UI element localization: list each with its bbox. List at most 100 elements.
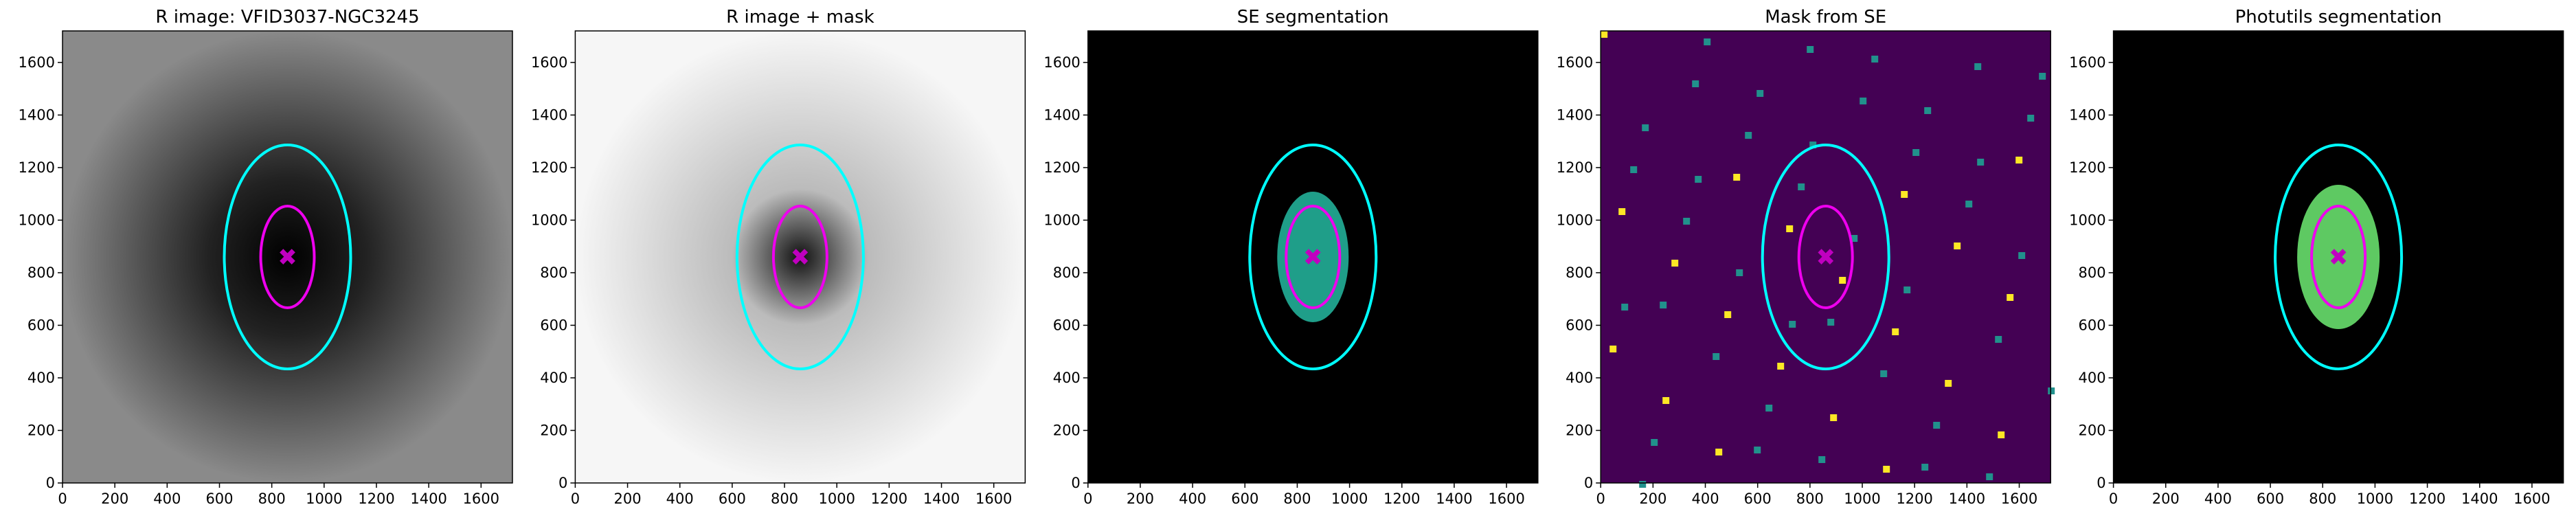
x-tick-label: 1200 bbox=[2409, 491, 2445, 507]
center-marker: ✖ bbox=[1303, 244, 1323, 271]
x-tick-label: 1600 bbox=[2001, 491, 2037, 507]
y-tick-label: 400 bbox=[27, 370, 55, 386]
x-tick-label: 600 bbox=[719, 491, 746, 507]
mask-blob bbox=[1630, 166, 1638, 173]
y-tick-label: 0 bbox=[46, 475, 55, 491]
mask-blob bbox=[1809, 142, 1817, 148]
mask-blob bbox=[1651, 439, 1658, 446]
y-tick-label: 600 bbox=[1053, 317, 1081, 333]
y-tick-label: 800 bbox=[27, 264, 55, 281]
mask-blob bbox=[2007, 294, 2014, 301]
mask-blob bbox=[1683, 218, 1691, 225]
x-tick-label: 200 bbox=[101, 491, 128, 507]
y-tick-label: 1400 bbox=[2069, 106, 2105, 123]
x-tick-label: 1000 bbox=[818, 491, 855, 507]
x-tick-label: 1400 bbox=[410, 491, 447, 507]
outer-ellipse bbox=[2274, 144, 2404, 370]
y-tick-label: 200 bbox=[1053, 422, 1081, 438]
x-tick-label: 400 bbox=[153, 491, 181, 507]
y-tick-label: 200 bbox=[2079, 422, 2106, 438]
panel-title: R image + mask bbox=[726, 7, 874, 27]
axes-frame bbox=[62, 30, 513, 484]
mask-blob bbox=[1880, 370, 1888, 377]
y-tick-label: 1200 bbox=[1043, 159, 1080, 176]
mask-blob bbox=[1639, 481, 1647, 488]
mask-blob bbox=[1715, 449, 1723, 455]
y-tick-label: 1200 bbox=[531, 159, 567, 176]
y-tick-label: 200 bbox=[540, 422, 567, 438]
axes-frame bbox=[574, 30, 1026, 484]
mask-blob bbox=[1765, 405, 1773, 412]
mask-blob bbox=[1745, 132, 1752, 139]
mask-blob bbox=[1660, 302, 1667, 308]
image-panel bbox=[1601, 31, 2051, 483]
y-tick-label: 0 bbox=[2097, 475, 2105, 491]
axes-frame bbox=[1600, 30, 2051, 484]
mask-blob bbox=[1954, 243, 1961, 249]
x-tick-label: 0 bbox=[571, 491, 580, 507]
mask-blob bbox=[1733, 174, 1741, 181]
mask-blob bbox=[1871, 56, 1879, 63]
mask-blob bbox=[2015, 157, 2023, 164]
image-panel bbox=[575, 31, 1026, 483]
mask-blob bbox=[1998, 431, 2005, 438]
x-tick-label: 1000 bbox=[1331, 491, 1368, 507]
center-marker: ✖ bbox=[791, 244, 811, 271]
x-tick-label: 1400 bbox=[1949, 491, 1985, 507]
outer-ellipse bbox=[735, 144, 865, 370]
x-tick-label: 200 bbox=[1639, 491, 1667, 507]
mask-blob bbox=[1965, 201, 1973, 207]
x-tick-label: 200 bbox=[1127, 491, 1154, 507]
y-tick-label: 600 bbox=[2079, 317, 2106, 333]
x-tick-label: 1200 bbox=[358, 491, 394, 507]
y-tick-label: 1000 bbox=[2069, 212, 2105, 228]
mask-blob bbox=[1695, 176, 1702, 183]
y-tick-label: 0 bbox=[1071, 475, 1080, 491]
y-tick-label: 1000 bbox=[1557, 212, 1593, 228]
x-tick-label: 600 bbox=[2257, 491, 2284, 507]
x-tick-label: 800 bbox=[1796, 491, 1824, 507]
inner-ellipse bbox=[1797, 205, 1854, 309]
mask-blob bbox=[1924, 107, 1932, 114]
y-tick-label: 200 bbox=[27, 422, 55, 438]
x-tick-label: 1400 bbox=[1436, 491, 1472, 507]
y-tick-label: 1600 bbox=[1043, 54, 1080, 71]
segment bbox=[1277, 192, 1349, 322]
outer-ellipse bbox=[1248, 144, 1378, 370]
mask-blob bbox=[1912, 149, 1920, 156]
inner-ellipse bbox=[2310, 205, 2367, 309]
x-tick-label: 0 bbox=[2109, 491, 2118, 507]
mask-blob bbox=[1713, 353, 1720, 360]
x-tick-label: 0 bbox=[1596, 491, 1605, 507]
y-tick-label: 400 bbox=[540, 370, 567, 386]
y-tick-label: 1600 bbox=[1557, 54, 1593, 71]
y-tick-label: 1000 bbox=[531, 212, 567, 228]
mask-blob bbox=[1921, 464, 1929, 471]
x-tick-label: 400 bbox=[1179, 491, 1206, 507]
y-tick-label: 800 bbox=[540, 264, 567, 281]
mask-blob bbox=[1933, 422, 1941, 429]
inner-ellipse bbox=[1285, 205, 1342, 309]
y-tick-label: 800 bbox=[1053, 264, 1081, 281]
x-tick-label: 800 bbox=[771, 491, 798, 507]
mask-blob bbox=[2048, 387, 2055, 394]
x-tick-label: 1000 bbox=[306, 491, 342, 507]
mask-blob bbox=[1704, 38, 1711, 45]
y-tick-label: 800 bbox=[1566, 264, 1593, 281]
mask-blob bbox=[2018, 252, 2026, 259]
inner-ellipse bbox=[259, 205, 316, 309]
mask-blob bbox=[1789, 321, 1796, 328]
x-tick-label: 200 bbox=[614, 491, 642, 507]
center-marker: ✖ bbox=[2329, 244, 2349, 271]
y-tick-label: 400 bbox=[1053, 370, 1081, 386]
x-tick-label: 1600 bbox=[1488, 491, 1524, 507]
segment bbox=[2297, 185, 2380, 329]
x-tick-label: 1600 bbox=[975, 491, 1012, 507]
y-tick-label: 400 bbox=[1566, 370, 1593, 386]
outer-ellipse bbox=[1761, 144, 1890, 370]
x-tick-label: 600 bbox=[1744, 491, 1772, 507]
outer-ellipse bbox=[223, 144, 352, 370]
y-tick-label: 1400 bbox=[531, 106, 567, 123]
axes-frame bbox=[1087, 30, 1539, 484]
